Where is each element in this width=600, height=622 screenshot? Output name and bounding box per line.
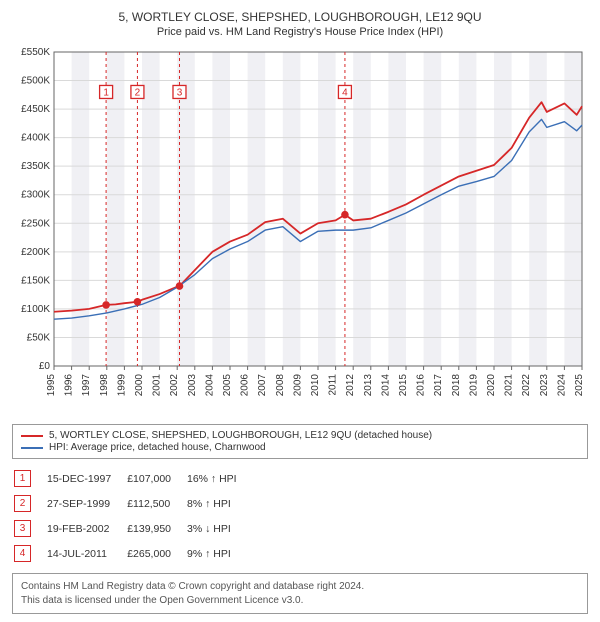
- page-title: 5, WORTLEY CLOSE, SHEPSHED, LOUGHBOROUGH…: [8, 10, 592, 24]
- svg-text:2002: 2002: [169, 374, 180, 397]
- sale-delta: 8% ↑ HPI: [187, 492, 251, 515]
- svg-text:2020: 2020: [486, 374, 497, 397]
- svg-text:1997: 1997: [81, 374, 92, 397]
- table-row: 3 19-FEB-2002£139,9503% ↓ HPI: [14, 517, 251, 540]
- sale-badge-cell: 3: [14, 517, 45, 540]
- svg-text:2015: 2015: [398, 374, 409, 397]
- page-subtitle: Price paid vs. HM Land Registry's House …: [8, 26, 592, 38]
- svg-text:2003: 2003: [187, 374, 198, 397]
- sale-price: £112,500: [127, 492, 185, 515]
- table-row: 2 27-SEP-1999£112,5008% ↑ HPI: [14, 492, 251, 515]
- svg-text:£300K: £300K: [21, 190, 50, 201]
- sale-date: 15-DEC-1997: [47, 467, 125, 490]
- svg-text:2022: 2022: [521, 374, 532, 397]
- svg-text:2013: 2013: [363, 374, 374, 397]
- table-row: 4 14-JUL-2011£265,0009% ↑ HPI: [14, 542, 251, 565]
- svg-text:2004: 2004: [204, 374, 215, 397]
- sale-delta: 9% ↑ HPI: [187, 542, 251, 565]
- svg-text:£0: £0: [39, 361, 51, 372]
- svg-text:£100K: £100K: [21, 304, 50, 315]
- sales-table: 1 15-DEC-1997£107,00016% ↑ HPI 2 27-SEP-199…: [12, 465, 253, 567]
- legend: 5, WORTLEY CLOSE, SHEPSHED, LOUGHBOROUGH…: [12, 424, 588, 459]
- sale-date: 27-SEP-1999: [47, 492, 125, 515]
- svg-text:2: 2: [135, 87, 141, 98]
- svg-text:£450K: £450K: [21, 104, 50, 115]
- svg-text:£400K: £400K: [21, 133, 50, 144]
- svg-text:1: 1: [103, 87, 109, 98]
- svg-text:£200K: £200K: [21, 247, 50, 258]
- legend-label: HPI: Average price, detached house, Char…: [49, 442, 266, 453]
- sale-price: £265,000: [127, 542, 185, 565]
- table-row: 1 15-DEC-1997£107,00016% ↑ HPI: [14, 467, 251, 490]
- legend-swatch: [21, 435, 43, 437]
- svg-text:4: 4: [342, 87, 348, 98]
- footnote: Contains HM Land Registry data © Crown c…: [12, 573, 588, 614]
- svg-text:£500K: £500K: [21, 76, 50, 87]
- svg-text:1998: 1998: [99, 374, 110, 397]
- legend-item: 5, WORTLEY CLOSE, SHEPSHED, LOUGHBOROUGH…: [21, 430, 579, 441]
- svg-text:2025: 2025: [574, 374, 585, 397]
- sale-date: 19-FEB-2002: [47, 517, 125, 540]
- legend-item: HPI: Average price, detached house, Char…: [21, 442, 579, 453]
- svg-text:2016: 2016: [416, 374, 427, 397]
- legend-swatch: [21, 447, 43, 449]
- svg-text:2019: 2019: [468, 374, 479, 397]
- sale-badge: 3: [14, 520, 31, 537]
- svg-text:2006: 2006: [240, 374, 251, 397]
- sale-badge: 4: [14, 545, 31, 562]
- sale-price: £139,950: [127, 517, 185, 540]
- svg-text:2014: 2014: [380, 374, 391, 397]
- svg-text:£150K: £150K: [21, 275, 50, 286]
- svg-text:£250K: £250K: [21, 218, 50, 229]
- sale-delta: 16% ↑ HPI: [187, 467, 251, 490]
- footnote-line: Contains HM Land Registry data © Crown c…: [21, 580, 579, 594]
- svg-text:£550K: £550K: [21, 47, 50, 58]
- svg-text:2023: 2023: [539, 374, 550, 397]
- legend-label: 5, WORTLEY CLOSE, SHEPSHED, LOUGHBOROUGH…: [49, 430, 432, 441]
- sale-badge-cell: 2: [14, 492, 45, 515]
- svg-text:1996: 1996: [64, 374, 75, 397]
- svg-text:1995: 1995: [46, 374, 57, 397]
- svg-text:2017: 2017: [433, 374, 444, 397]
- svg-text:2010: 2010: [310, 374, 321, 397]
- svg-text:2008: 2008: [275, 374, 286, 397]
- svg-text:1999: 1999: [116, 374, 127, 397]
- svg-text:3: 3: [177, 87, 183, 98]
- svg-text:2009: 2009: [292, 374, 303, 397]
- sale-badge: 2: [14, 495, 31, 512]
- svg-text:2001: 2001: [152, 374, 163, 397]
- price-chart: £0 £50K £100K £150K £200K £250K £300K £350K £400…: [8, 44, 592, 414]
- sale-badge-cell: 4: [14, 542, 45, 565]
- svg-text:2011: 2011: [328, 374, 339, 396]
- sale-price: £107,000: [127, 467, 185, 490]
- svg-text:£50K: £50K: [27, 332, 51, 343]
- svg-text:2018: 2018: [451, 374, 462, 397]
- sale-date: 14-JUL-2011: [47, 542, 125, 565]
- svg-text:2000: 2000: [134, 374, 145, 397]
- sale-delta: 3% ↓ HPI: [187, 517, 251, 540]
- footnote-line: This data is licensed under the Open Gov…: [21, 594, 579, 608]
- svg-text:2024: 2024: [556, 374, 567, 397]
- svg-text:2005: 2005: [222, 374, 233, 397]
- sale-badge-cell: 1: [14, 467, 45, 490]
- svg-text:£350K: £350K: [21, 161, 50, 172]
- sale-badge: 1: [14, 470, 31, 487]
- svg-text:2012: 2012: [345, 374, 356, 397]
- svg-text:2021: 2021: [504, 374, 515, 397]
- svg-text:2007: 2007: [257, 374, 268, 397]
